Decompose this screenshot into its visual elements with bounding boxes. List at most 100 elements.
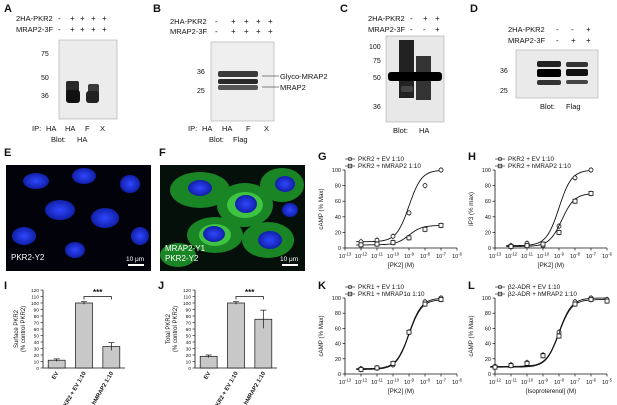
data-point <box>604 298 610 304</box>
caption-pkr2-y2: PKR2-Y2 <box>11 253 45 262</box>
lane-mark: + <box>256 27 261 36</box>
row-label-2ha-pkr2: 2HA-PKR2 <box>170 17 207 26</box>
y-axis-label: Total PKR2 <box>166 313 172 344</box>
lane-mark: - <box>556 25 559 34</box>
blot-band <box>537 80 561 85</box>
lane-mark: + <box>70 25 75 34</box>
data-point <box>556 229 562 235</box>
x-tick-label: 10-6 <box>602 252 613 261</box>
x-tick-label: 10-11 <box>521 252 534 261</box>
caption-mrap2-y1: MRAP2-Y1 <box>165 244 206 253</box>
data-point <box>588 190 594 196</box>
x-axis-label: [PK2] (M) <box>538 262 564 269</box>
x-tick-label: 10-13 <box>339 252 352 261</box>
legend-label: β2-ADR + EV 1:10 <box>508 284 561 291</box>
blot-band <box>537 69 561 77</box>
significance-label: *** <box>245 288 255 297</box>
chart-g-camp-pkr2: G 0 20 40 60 80 100 10-13 10-12 10-11 10-10 10-9 10-… <box>318 151 463 269</box>
data-point <box>438 297 444 302</box>
y-tick-label: 80 <box>335 311 341 317</box>
legend-label: PKR1 + hMRAP1α 1:10 <box>358 291 425 298</box>
ip-lane: F <box>85 124 90 133</box>
panel-e: E PKR2-Y2 10 μm <box>4 147 151 271</box>
significance-bracket <box>235 296 264 300</box>
lane-mark: + <box>231 27 236 36</box>
y-tick-label: 20 <box>186 353 192 359</box>
x-tick-label: 10-6 <box>452 252 463 261</box>
panel-letter-k: K <box>318 280 326 292</box>
ip-lane: HA <box>46 124 56 133</box>
blot-band <box>566 62 588 67</box>
x-tick-label: 10-10 <box>521 378 534 387</box>
y-tick-label: 80 <box>485 184 491 190</box>
significance-label: *** <box>93 288 103 297</box>
lane-mark: + <box>80 25 85 34</box>
lane-mark: + <box>231 17 236 26</box>
y-tick-label: 0 <box>36 366 39 372</box>
y-axis-label: (% control PKR2) <box>21 306 27 352</box>
y-tick-label: 100 <box>183 301 191 307</box>
data-point <box>406 210 412 216</box>
data-point <box>588 297 594 302</box>
ip-label: IP: <box>32 124 41 133</box>
y-tick-label: 0 <box>488 246 491 252</box>
data-point <box>374 365 380 371</box>
mw-marker: 50 <box>373 75 381 82</box>
blot-smear <box>399 40 414 98</box>
fit-curve <box>490 299 609 368</box>
y-axis-label: IP3 (% max) <box>468 192 475 226</box>
y-tick-label: 100 <box>332 168 341 174</box>
category-label: EV <box>51 371 60 381</box>
y-tick-label: 80 <box>186 314 192 320</box>
row-label-2ha-pkr2: 2HA-PKR2 <box>368 14 405 23</box>
y-tick-label: 100 <box>482 168 491 174</box>
y-tick-label: 100 <box>31 301 39 307</box>
row-label-mrap2-3f: MRAP2-3F <box>368 25 406 34</box>
y-tick-label: 20 <box>34 353 40 359</box>
ip-lane: X <box>100 124 105 133</box>
blot-band <box>566 80 588 84</box>
blot-antibody: Flag <box>566 102 581 111</box>
x-tick-label: 10-10 <box>387 252 400 261</box>
panel-letter-h: H <box>468 151 476 163</box>
panel-letter-j: J <box>158 280 164 292</box>
lane-mark: - <box>410 14 413 23</box>
y-tick-label: 0 <box>188 366 191 372</box>
blot-antibody: HA <box>77 135 87 144</box>
blot-band <box>86 91 99 103</box>
mw-marker: 100 <box>369 44 381 51</box>
panel-letter-f: F <box>159 147 166 159</box>
y-tick-label: 0 <box>338 372 341 378</box>
y-tick-label: 10 <box>186 359 192 365</box>
panel-letter-e: E <box>4 147 11 159</box>
x-tick-label: 10-9 <box>404 252 415 261</box>
lane-mark: - <box>215 17 218 26</box>
lane-mark: + <box>102 25 107 34</box>
data-point <box>438 222 444 228</box>
x-tick-label: 10-12 <box>505 252 518 261</box>
y-tick-label: 60 <box>335 199 341 205</box>
x-tick-label: 10-6 <box>586 378 597 387</box>
y-tick-label: 60 <box>34 327 40 333</box>
data-point <box>572 301 578 307</box>
lane-mark: + <box>423 14 428 23</box>
y-tick-label: 90 <box>34 307 40 313</box>
mw-marker: 50 <box>41 75 49 82</box>
legend-label: β2-ADR + hMRAP2 1:10 <box>508 291 577 298</box>
row-label-mrap2-3f: MRAP2-3F <box>16 25 54 34</box>
blot-band <box>388 72 442 81</box>
lane-mark: + <box>80 14 85 23</box>
lane-mark: + <box>435 25 440 34</box>
x-tick-label: 10-13 <box>489 252 502 261</box>
blot-label: Blot: <box>51 135 66 144</box>
lane-marks-a: - + + + + - + + + + <box>58 14 107 34</box>
y-tick-label: 90 <box>186 307 192 313</box>
panel-b: B 2HA-PKR2 MRAP2-3F - + + + + - + + + + … <box>153 3 328 144</box>
x-tick-label: 10-7 <box>436 378 447 387</box>
panel-letter-i: I <box>4 280 7 292</box>
data-point <box>556 333 562 339</box>
lane-mark: + <box>102 14 107 23</box>
data-point <box>406 235 412 241</box>
x-tick-label: 10-6 <box>452 378 463 387</box>
